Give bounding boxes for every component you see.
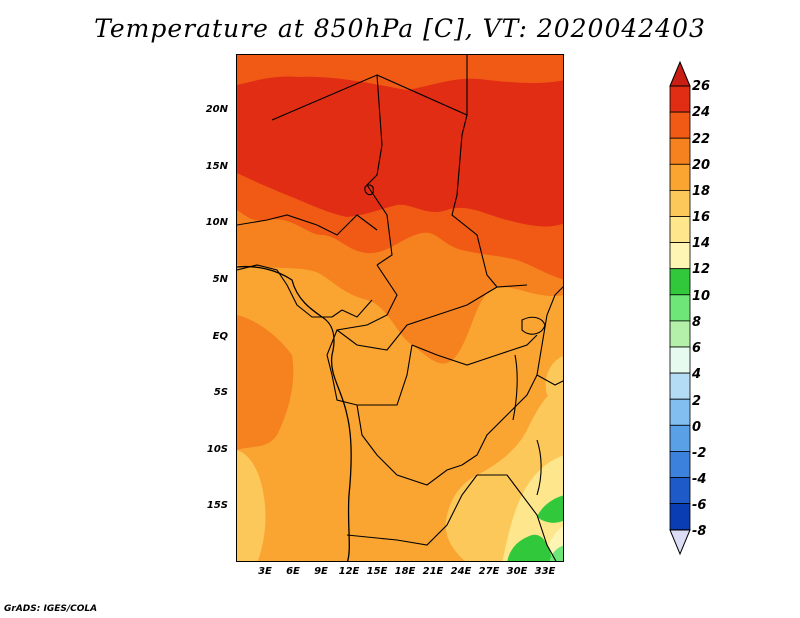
colorbar-label: 18 bbox=[692, 184, 711, 199]
map-title: Temperature at 850hPa [C], VT: 202004240… bbox=[94, 14, 706, 43]
colorbar-label: 10 bbox=[692, 289, 711, 304]
temperature-field-map bbox=[237, 55, 563, 561]
software-credit: GrADS: IGES/COLA bbox=[4, 604, 98, 614]
lon-label: 15E bbox=[366, 566, 388, 577]
border-line bbox=[336, 286, 498, 351]
border-line bbox=[541, 286, 563, 346]
colorbar-box bbox=[669, 503, 691, 531]
colorbar-box bbox=[669, 163, 691, 191]
colorbar-box bbox=[669, 398, 691, 426]
coastline bbox=[237, 265, 352, 561]
field-16-18-east bbox=[545, 355, 563, 400]
colorbar-label: 6 bbox=[692, 341, 702, 356]
field-24-26 bbox=[237, 76, 563, 227]
colorbar-label: 20 bbox=[692, 158, 711, 173]
colorbar-bottom-arrow bbox=[669, 529, 691, 556]
field-20-22-west bbox=[237, 315, 294, 450]
lake-malawi bbox=[536, 439, 542, 496]
colorbar-top-arrow bbox=[669, 60, 691, 87]
colorbar-label: 2 bbox=[692, 394, 702, 409]
colorbar-label: 12 bbox=[692, 262, 711, 277]
colorbar-box bbox=[669, 242, 691, 270]
lake-victoria bbox=[521, 316, 546, 335]
border-line bbox=[477, 474, 557, 561]
colorbar-box bbox=[669, 137, 691, 165]
field-10-12 bbox=[537, 495, 563, 523]
lat-label: 15N bbox=[205, 161, 228, 172]
colorbar-label: -2 bbox=[692, 446, 707, 461]
colorbar-label: 8 bbox=[692, 315, 702, 330]
colorbar-box bbox=[669, 216, 691, 244]
colorbar bbox=[669, 60, 691, 556]
border-line bbox=[356, 404, 463, 486]
lon-label: 33E bbox=[534, 566, 556, 577]
lake-tanganyika bbox=[512, 354, 518, 421]
lat-label: 20N bbox=[205, 104, 228, 115]
colorbar-label: 4 bbox=[692, 367, 702, 382]
lat-label: 5S bbox=[213, 387, 228, 398]
border-line bbox=[237, 214, 378, 236]
border-line bbox=[331, 299, 373, 318]
field-8-10 bbox=[549, 545, 563, 561]
colorbar-box bbox=[669, 189, 691, 217]
colorbar-label: 26 bbox=[692, 79, 711, 94]
colorbar-box bbox=[669, 372, 691, 400]
border-line bbox=[346, 474, 478, 546]
lon-label: 24E bbox=[450, 566, 472, 577]
lon-label: 9E bbox=[314, 566, 328, 577]
border-line bbox=[451, 114, 528, 288]
colorbar-box bbox=[669, 346, 691, 374]
colorbar-box bbox=[669, 320, 691, 348]
colorbar-box bbox=[669, 111, 691, 139]
colorbar-box bbox=[669, 424, 691, 452]
field-10-12-south bbox=[507, 534, 553, 561]
lon-label: 3E bbox=[258, 566, 272, 577]
border-line bbox=[271, 74, 393, 266]
lat-label: 10N bbox=[205, 217, 228, 228]
lon-label: 12E bbox=[338, 566, 360, 577]
colorbar-label: -6 bbox=[692, 498, 707, 513]
lat-label: 5N bbox=[212, 274, 228, 285]
lon-label: 27E bbox=[478, 566, 500, 577]
border-line bbox=[536, 374, 563, 386]
lon-label: 21E bbox=[422, 566, 444, 577]
colorbar-box bbox=[669, 294, 691, 322]
lon-label: 18E bbox=[394, 566, 416, 577]
border-line bbox=[326, 264, 398, 356]
lat-label: EQ bbox=[212, 331, 228, 342]
lat-label: 15S bbox=[206, 500, 228, 511]
map-panel bbox=[236, 54, 564, 562]
lon-label: 30E bbox=[506, 566, 528, 577]
lake-chad bbox=[364, 184, 374, 196]
border-line bbox=[237, 264, 332, 318]
colorbar-label: 24 bbox=[692, 105, 711, 120]
country-borders bbox=[237, 55, 563, 561]
colorbar-label: 0 bbox=[692, 420, 702, 435]
border-line bbox=[411, 334, 538, 366]
colorbar-label: 22 bbox=[692, 132, 711, 147]
colorbar-box bbox=[669, 268, 691, 296]
colorbar-label: -8 bbox=[692, 524, 707, 539]
colorbar-boxes bbox=[669, 85, 691, 531]
colorbar-label: 14 bbox=[692, 236, 711, 251]
colorbar-box bbox=[669, 477, 691, 505]
colorbar-box bbox=[669, 450, 691, 478]
colorbar-label: -4 bbox=[692, 472, 707, 487]
colorbar-box bbox=[669, 85, 691, 113]
lat-label: 10S bbox=[206, 444, 228, 455]
colorbar-label: 16 bbox=[692, 210, 711, 225]
field-16-18-west bbox=[237, 450, 266, 561]
field-14-16 bbox=[502, 455, 563, 561]
lon-label: 6E bbox=[286, 566, 300, 577]
